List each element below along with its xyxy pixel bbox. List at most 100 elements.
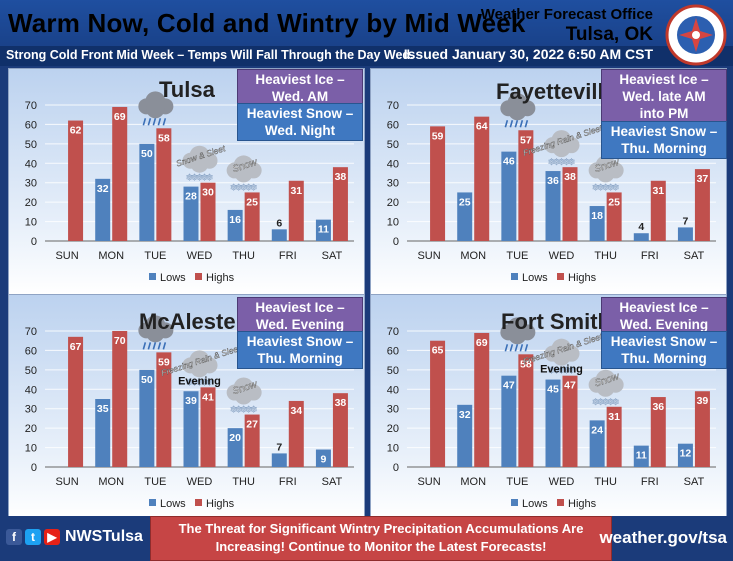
bar-low — [545, 171, 561, 241]
bar-high — [562, 167, 578, 241]
snowflake-glyph: ❄ — [592, 398, 600, 408]
y-tick-label: 40 — [387, 384, 399, 396]
facebook-icon[interactable]: f — [6, 529, 22, 545]
evening-annotation: Evening — [178, 375, 221, 387]
data-label-low: 32 — [97, 183, 109, 195]
x-tick-label: FRI — [279, 250, 297, 262]
data-label-low: 28 — [185, 191, 197, 203]
snowflake-glyph: ❄ — [602, 183, 610, 193]
data-label-high: 62 — [70, 125, 82, 137]
y-tick-label: 70 — [387, 326, 399, 338]
y-tick-label: 60 — [387, 345, 399, 357]
bar-high — [112, 331, 128, 467]
threat-alert-banner: The Threat for Significant Wintry Precip… — [150, 516, 612, 561]
rain-drop — [514, 120, 519, 128]
x-tick-label: WED — [549, 250, 575, 262]
chart-svg-mcalester: 0 10 20 30 40 50 60 70 67 SUN 35 70 MON 50 59 TUE 39 41 WE… — [25, 315, 354, 510]
legend-label-lows: Lows — [522, 272, 548, 284]
evening-annotation: Evening — [540, 364, 583, 376]
chart-svg-fayetteville: 0 10 20 30 40 50 60 70 59 SUN 25 64 MON 46 57 TUE 36 38 WE… — [387, 93, 716, 284]
heaviest-ice-box: Heaviest Ice – Wed. late AM into PM — [601, 69, 727, 124]
data-label-low: 25 — [459, 196, 471, 208]
legend-label-lows: Lows — [160, 272, 186, 284]
snowflake-glyph: ❄ — [235, 406, 243, 416]
x-tick-label: MON — [460, 250, 486, 262]
legend-swatch-highs — [557, 499, 564, 506]
y-tick-label: 20 — [387, 197, 399, 209]
y-tick-label: 30 — [25, 178, 37, 190]
data-label-high: 69 — [476, 337, 488, 349]
bar-low — [183, 391, 199, 467]
rain-drop — [152, 342, 157, 350]
data-label-high: 38 — [335, 397, 347, 409]
cloud-puff — [190, 154, 209, 173]
cloud-puff — [508, 102, 527, 121]
y-tick-label: 50 — [25, 139, 37, 151]
legend-label-lows: Lows — [160, 498, 186, 510]
data-label-high: 64 — [476, 121, 488, 133]
snowflake-glyph: ❄ — [597, 398, 605, 408]
snowflake-glyph: ❄ — [196, 174, 204, 184]
x-tick-label: TUE — [144, 476, 166, 488]
rain-drop — [509, 120, 514, 128]
nws-logo-icon — [665, 4, 727, 66]
rain-drop — [162, 342, 167, 350]
data-label-high: 31 — [290, 185, 302, 197]
x-tick-label: SUN — [417, 476, 440, 488]
y-tick-label: 20 — [25, 423, 37, 435]
social-handle[interactable]: NWSTulsa — [65, 528, 143, 545]
bar-high — [518, 354, 534, 467]
x-tick-label: TUE — [144, 250, 166, 262]
data-label-high: 31 — [652, 185, 664, 197]
data-label-high: 34 — [290, 405, 302, 417]
data-label-low: 18 — [591, 210, 603, 222]
x-tick-label: FRI — [641, 476, 659, 488]
data-label-low: 32 — [459, 409, 471, 421]
snowflake-glyph: ❄ — [558, 158, 566, 168]
data-label-low: 46 — [503, 156, 515, 168]
rain-drop — [157, 342, 162, 350]
data-label-low: 24 — [591, 424, 603, 436]
rain-cloud-icon — [138, 91, 174, 126]
data-label-low: 11 — [318, 224, 329, 236]
youtube-icon[interactable]: ▶ — [44, 529, 60, 545]
snowflake-glyph: ❄ — [592, 183, 600, 193]
rain-drop — [147, 342, 152, 350]
chart-panel-fayetteville: 0 10 20 30 40 50 60 70 59 SUN 25 64 MON 46 57 TUE 36 38 WE… — [370, 68, 727, 295]
y-tick-label: 10 — [387, 443, 399, 455]
rain-drop — [152, 118, 157, 126]
legend-swatch-highs — [195, 273, 202, 280]
snowflake-glyph: ❄ — [250, 183, 258, 193]
snowflake-glyph: ❄ — [612, 183, 620, 193]
legend-label-highs: Highs — [568, 272, 597, 284]
legend-label-highs: Highs — [206, 498, 235, 510]
data-label-low: 12 — [680, 448, 692, 460]
freezing-rain-cloud-icon: ❄❄❄❄❄Freezing Rain & Sleet — [522, 122, 605, 168]
y-tick-label: 30 — [25, 404, 37, 416]
bar-low — [315, 449, 331, 467]
y-tick-label: 20 — [387, 423, 399, 435]
data-label-high: 25 — [246, 196, 258, 208]
y-tick-label: 50 — [387, 139, 399, 151]
bar-high — [518, 130, 534, 241]
x-tick-label: SUN — [55, 476, 78, 488]
snowflake-glyph: ❄ — [191, 174, 199, 184]
x-tick-label: THU — [594, 476, 617, 488]
y-tick-label: 30 — [387, 178, 399, 190]
website-link[interactable]: weather.gov/tsa — [599, 528, 727, 547]
x-tick-label: WED — [187, 476, 213, 488]
y-tick-label: 0 — [393, 236, 399, 248]
cloud-puff — [234, 386, 253, 405]
bar-low — [139, 143, 155, 241]
snowflake-glyph: ❄ — [186, 378, 194, 388]
data-label-low: 39 — [185, 395, 197, 407]
snowflake-glyph: ❄ — [245, 406, 253, 416]
x-tick-label: MON — [98, 250, 124, 262]
rain-drop — [504, 120, 509, 128]
twitter-icon[interactable]: t — [25, 529, 41, 545]
snowflake-glyph: ❄ — [230, 406, 238, 416]
bar-low — [457, 404, 473, 467]
chart-svg-tulsa: 0 10 20 30 40 50 60 70 62 SUN 32 69 MON 50 58 TUE 28 30 WE… — [25, 91, 354, 284]
bar-low — [677, 443, 693, 467]
snowflake-glyph: ❄ — [607, 183, 615, 193]
